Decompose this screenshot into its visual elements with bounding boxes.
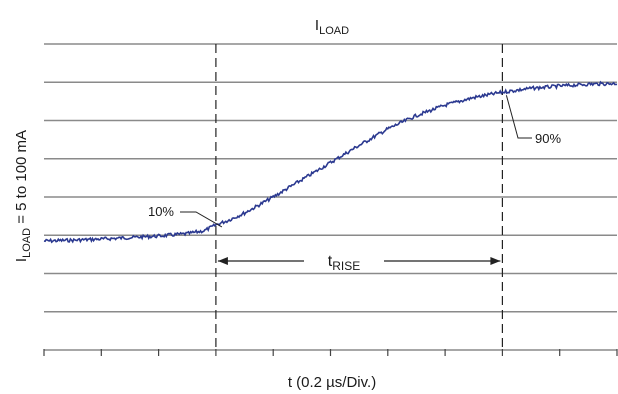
annotation-10pct: 10%	[148, 204, 174, 219]
marker-lines	[215, 44, 503, 350]
leader-10pct	[180, 211, 223, 228]
series-group	[43, 80, 618, 244]
span-arrow-left	[217, 257, 228, 265]
leader-90pct	[505, 95, 532, 139]
grid	[44, 43, 617, 351]
series-line-0	[43, 80, 618, 244]
span-arrow-right	[490, 257, 501, 265]
x-ticks	[43, 349, 618, 356]
annotations: 10% 90%	[148, 95, 561, 228]
span-label: tRISE	[328, 253, 360, 273]
y-axis-label: ILOAD = 5 to 100 mA	[13, 130, 33, 262]
annotation-90pct: 90%	[535, 131, 561, 146]
chart-title: ILOAD	[315, 17, 349, 37]
x-axis-label: t (0.2 µs/Div.)	[288, 374, 376, 391]
rise-span: tRISE	[217, 253, 501, 273]
